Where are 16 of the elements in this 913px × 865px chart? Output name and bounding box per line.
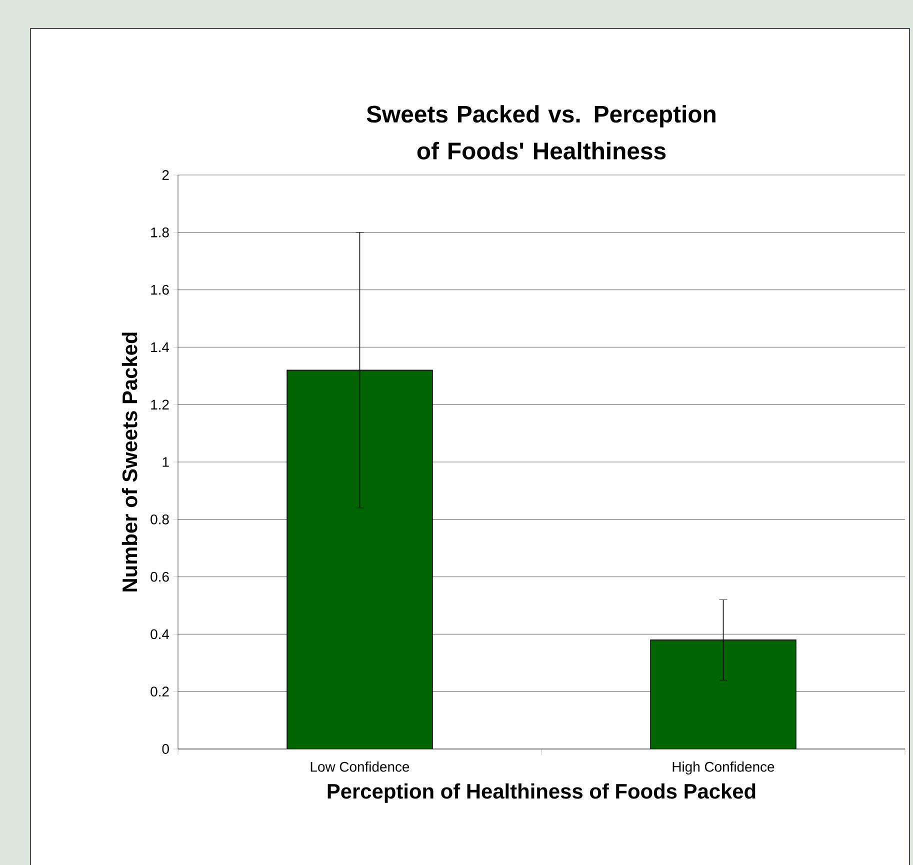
y-tick-label: 1.6 bbox=[151, 284, 169, 295]
y-tick-label: 1.4 bbox=[151, 342, 170, 352]
y-axis-title: Number of Sweets Packed bbox=[122, 332, 138, 592]
y-tick-label: 1.2 bbox=[151, 400, 169, 410]
chart-title: Sweets Packed vs. Perception of Foods' Healthiness bbox=[366, 105, 716, 160]
y-tick-label: 0.4 bbox=[150, 629, 170, 640]
y-tick-label: 0.2 bbox=[150, 686, 169, 697]
x-tick-label: Low Confidence bbox=[310, 762, 410, 772]
y-tick-label: 2 bbox=[162, 170, 169, 180]
x-axis-title: Perception of Healthiness of Foods Packed bbox=[328, 783, 756, 803]
y-tick-label: 0 bbox=[162, 744, 169, 754]
x-tick-label: High Confidence bbox=[672, 762, 774, 775]
y-tick-label: 1.8 bbox=[151, 227, 169, 238]
y-tick-label: 1 bbox=[162, 457, 169, 467]
y-tick-label: 0.6 bbox=[150, 572, 169, 582]
y-tick-label: 0.8 bbox=[150, 514, 169, 524]
